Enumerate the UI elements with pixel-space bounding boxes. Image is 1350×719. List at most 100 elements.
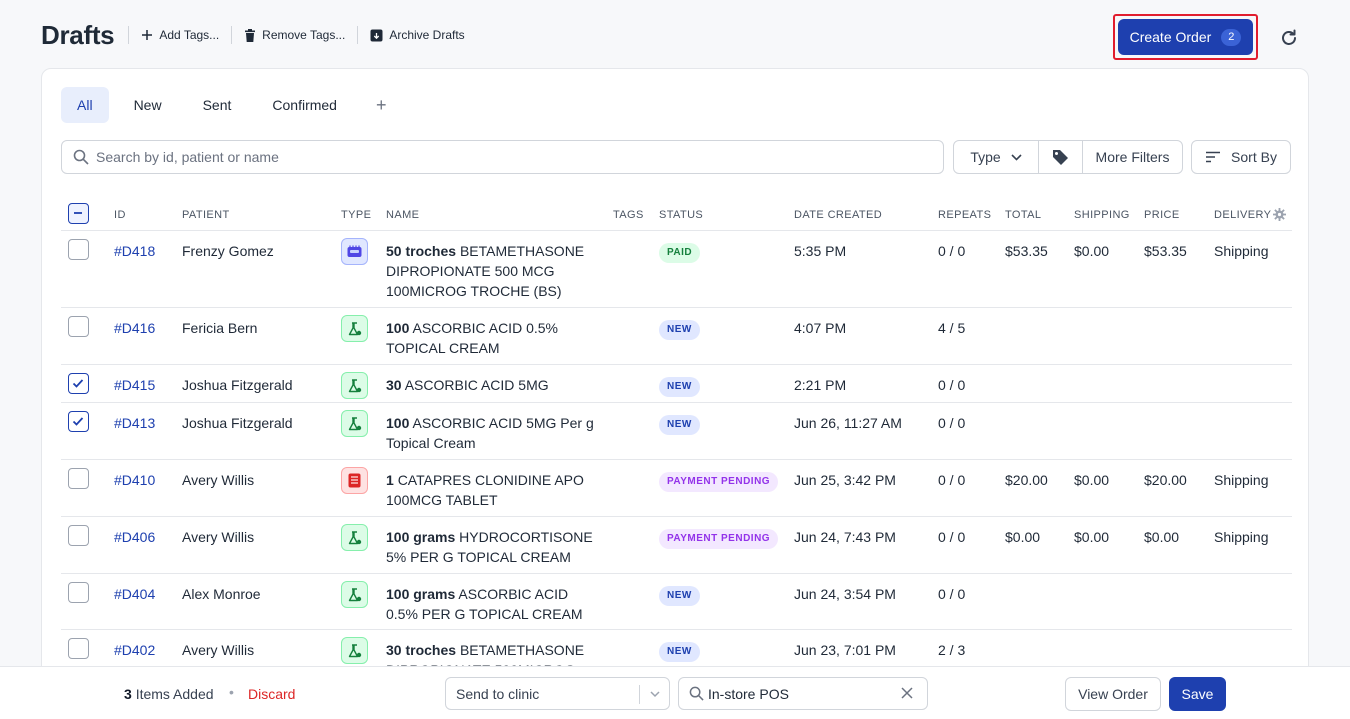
patient-name: Frenzy Gomez xyxy=(182,243,274,259)
medication-qty: 30 xyxy=(386,377,402,393)
draft-id-link[interactable]: #D418 xyxy=(114,243,156,259)
filter-group: Type More Filters xyxy=(953,140,1183,174)
search-input[interactable] xyxy=(96,149,896,165)
total: $53.35 xyxy=(1005,243,1048,259)
draft-id-link[interactable]: #D406 xyxy=(114,529,156,545)
col-date-created[interactable]: DATE CREATED xyxy=(794,209,883,221)
row-checkbox[interactable] xyxy=(68,316,89,337)
medication-label: ASCORBIC ACID 0.5% PER G TOPICAL CREAM xyxy=(386,586,583,622)
table-row[interactable]: #D415 Joshua Fitzgerald 30 ASCORBIC ACID 5… xyxy=(61,365,1292,403)
table-row[interactable]: #D410 Avery Willis 1 CATAPRES CLONIDINE AP… xyxy=(61,460,1292,517)
status-badge: PAYMENT PENDING xyxy=(659,472,779,492)
draft-id-link[interactable]: #D416 xyxy=(114,320,156,336)
save-button[interactable]: Save xyxy=(1169,677,1226,711)
col-patient[interactable]: PATIENT xyxy=(182,209,230,221)
create-order-count-badge: 2 xyxy=(1221,28,1242,46)
search-icon xyxy=(689,686,704,701)
medication-qty: 100 grams xyxy=(386,529,456,545)
remove-tags-button[interactable]: Remove Tags... xyxy=(244,28,345,42)
view-order-button[interactable]: View Order xyxy=(1065,677,1161,711)
discard-link[interactable]: Discard xyxy=(248,686,296,702)
refresh-icon[interactable] xyxy=(1279,28,1299,51)
medication-qty: 50 troches xyxy=(386,243,457,259)
table-header: ID PATIENT TYPE NAME TAGS STATUS DATE CR… xyxy=(61,203,1292,231)
delivery-method: Shipping xyxy=(1214,472,1269,488)
col-repeats[interactable]: REPEATS xyxy=(938,209,992,221)
price: $20.00 xyxy=(1144,472,1187,488)
more-filters-button[interactable]: More Filters xyxy=(1095,149,1170,165)
medication-qty: 100 grams xyxy=(386,586,456,602)
draft-id-link[interactable]: #D402 xyxy=(114,642,156,658)
status-badge: PAID xyxy=(659,243,701,263)
draft-id-link[interactable]: #D415 xyxy=(114,377,156,393)
repeats: 0 / 0 xyxy=(938,472,966,488)
col-tags[interactable]: TAGS xyxy=(613,209,644,221)
row-checkbox[interactable] xyxy=(68,239,89,260)
status-badge: NEW xyxy=(659,377,700,397)
create-order-button[interactable]: Create Order 2 xyxy=(1118,19,1253,55)
col-total[interactable]: TOTAL xyxy=(1005,209,1042,221)
draft-id-link[interactable]: #D404 xyxy=(114,586,156,602)
chevron-down-icon xyxy=(1011,153,1022,161)
date-created: 2:21 PM xyxy=(794,377,847,393)
repeats: 0 / 0 xyxy=(938,415,966,431)
row-checkbox[interactable] xyxy=(68,525,89,546)
table-row[interactable]: #D418 Frenzy Gomez 50 troches BETAMETHASON… xyxy=(61,231,1292,308)
repeats: 0 / 0 xyxy=(938,243,966,259)
table-row[interactable]: #D413 Joshua Fitzgerald 100 ASCORBIC ACID … xyxy=(61,403,1292,460)
table-row[interactable]: #D404 Alex Monroe 100 grams ASCORBIC ACID … xyxy=(61,574,1292,630)
close-icon[interactable] xyxy=(900,686,914,700)
col-delivery[interactable]: DELIVERY xyxy=(1214,209,1272,221)
medication-qty: 100 xyxy=(386,320,410,336)
select-all-checkbox[interactable] xyxy=(68,203,89,224)
row-checkbox[interactable] xyxy=(68,411,89,432)
tag-icon xyxy=(1053,149,1068,165)
pos-input[interactable] xyxy=(708,685,888,702)
tab-new[interactable]: New xyxy=(133,97,162,113)
row-checkbox[interactable] xyxy=(68,582,89,603)
divider xyxy=(128,26,130,44)
type-filter-dropdown[interactable]: Type xyxy=(954,141,1039,173)
send-to-clinic-select[interactable]: Send to clinic xyxy=(445,677,670,710)
col-price[interactable]: PRICE xyxy=(1144,209,1180,221)
search-box xyxy=(61,140,944,174)
medication-qty: 100 xyxy=(386,415,410,431)
status-badge: PAYMENT PENDING xyxy=(659,529,779,549)
tab-confirmed[interactable]: Confirmed xyxy=(272,97,337,113)
drafts-card: All New Sent Confirmed + Type More Filte… xyxy=(41,68,1309,719)
date-created: Jun 25, 3:42 PM xyxy=(794,472,896,488)
trash-icon xyxy=(245,28,256,42)
compound-icon xyxy=(341,372,368,399)
tag-filter-button[interactable] xyxy=(1039,141,1083,173)
sort-by-button[interactable]: Sort By xyxy=(1191,140,1291,174)
draft-id-link[interactable]: #D413 xyxy=(114,415,156,431)
col-type[interactable]: TYPE xyxy=(341,209,372,221)
table-row[interactable]: #D416 Fericia Bern 100 ASCORBIC ACID 0.5% … xyxy=(61,308,1292,365)
troche-icon xyxy=(341,238,368,265)
tab-all[interactable]: All xyxy=(61,87,109,123)
price: $53.35 xyxy=(1144,243,1187,259)
medication-name: 100 grams ASCORBIC ACID 0.5% PER G TOPIC… xyxy=(386,584,601,624)
row-checkbox[interactable] xyxy=(68,468,89,489)
medication-label: ASCORBIC ACID 5MG Per g Topical Cream xyxy=(386,415,594,451)
row-checkbox[interactable] xyxy=(68,373,89,394)
draft-id-link[interactable]: #D410 xyxy=(114,472,156,488)
repeats: 4 / 5 xyxy=(938,320,966,336)
row-checkbox[interactable] xyxy=(68,638,89,659)
status-badge: NEW xyxy=(659,642,700,662)
patient-name: Joshua Fitzgerald xyxy=(182,377,293,393)
tab-sent[interactable]: Sent xyxy=(202,97,232,113)
col-id[interactable]: ID xyxy=(114,209,126,221)
create-order-highlight: Create Order 2 xyxy=(1113,14,1258,60)
add-tags-button[interactable]: Add Tags... xyxy=(141,28,219,42)
col-status[interactable]: STATUS xyxy=(659,209,704,221)
divider xyxy=(357,26,359,44)
table-row[interactable]: #D406 Avery Willis 100 grams HYDROCORTISON… xyxy=(61,517,1292,574)
col-name[interactable]: NAME xyxy=(386,209,420,221)
col-shipping[interactable]: SHIPPING xyxy=(1074,209,1130,221)
archive-drafts-button[interactable]: Archive Drafts xyxy=(370,28,465,42)
settings-gear-icon[interactable] xyxy=(1273,208,1286,221)
patient-name: Avery Willis xyxy=(182,472,255,488)
compound-icon xyxy=(341,637,368,664)
add-tab-plus-icon[interactable]: + xyxy=(375,94,387,115)
